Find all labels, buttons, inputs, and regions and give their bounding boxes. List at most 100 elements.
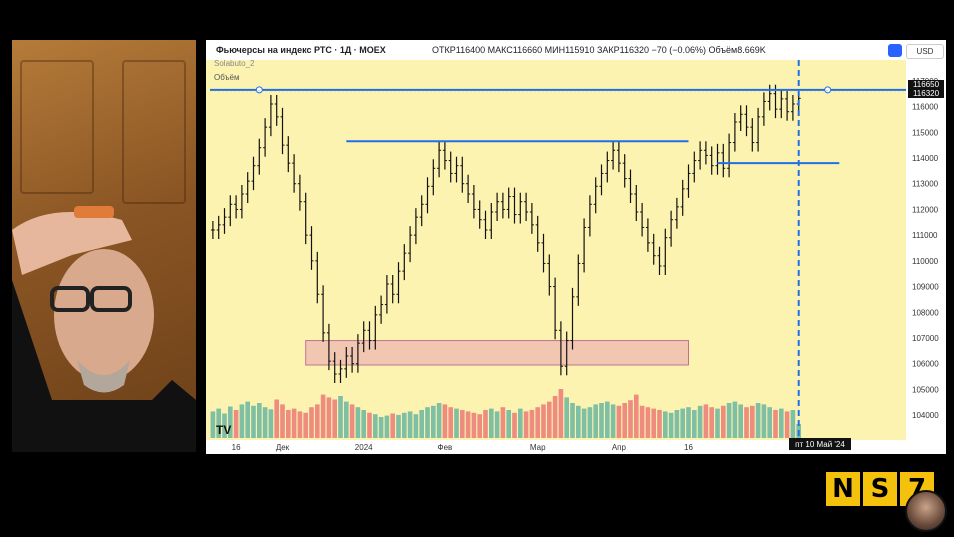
volume-bar: [686, 407, 691, 438]
volume-bar: [430, 405, 436, 438]
volume-bar: [367, 412, 372, 438]
volume-bar: [639, 405, 645, 438]
volume-bar: [251, 405, 256, 438]
line-handle: [824, 86, 832, 94]
volume-bar: [767, 407, 773, 438]
volume-bar: [454, 408, 459, 438]
volume-bar: [744, 407, 749, 438]
symbol-title[interactable]: Фьючерсы на индекс РТС · 1Д · MOEX: [216, 45, 386, 55]
volume-bar: [274, 399, 280, 438]
volume-bar: [622, 403, 628, 438]
time-axis-label: Мар: [530, 443, 546, 452]
volume-bar: [599, 403, 604, 438]
volume-bar: [483, 410, 488, 438]
volume-bar: [343, 401, 349, 438]
volume-bar: [773, 410, 778, 438]
volume-bar: [546, 401, 552, 438]
time-axis-label: 16: [684, 443, 693, 452]
volume-bar: [749, 405, 755, 438]
price-axis-label: 109000: [912, 283, 939, 292]
price-axis-label: 105000: [912, 385, 939, 394]
volume-bar: [651, 408, 657, 438]
volume-bar: [222, 413, 227, 438]
volume-bar: [726, 403, 732, 438]
time-axis-panel: [206, 440, 906, 454]
volume-bar: [564, 397, 570, 438]
volume-bar: [535, 407, 541, 438]
logo-letter: N: [826, 472, 860, 506]
volume-bar: [703, 404, 709, 438]
volume-bar: [361, 410, 367, 438]
indicator-label[interactable]: Solabuto_2: [214, 59, 255, 68]
price-axis-label: 116000: [912, 103, 939, 112]
volume-bar: [755, 403, 761, 438]
price-axis-panel: [906, 60, 946, 454]
volume-bar: [419, 410, 425, 438]
volume-bar: [413, 414, 419, 438]
volume-bar: [285, 410, 291, 438]
presenter-silhouette: [12, 206, 196, 452]
logo-letter: S: [863, 472, 897, 506]
volume-bar: [645, 407, 651, 438]
webcam-panel: [12, 40, 196, 452]
chart-header: Фьючерсы на индекс РТС · 1Д · MOEX ОТКР1…: [206, 40, 946, 82]
volume-bar: [448, 407, 454, 438]
volume-bar: [442, 404, 448, 438]
volume-bar: [720, 405, 726, 438]
currency-select[interactable]: USD: [906, 44, 944, 59]
volume-bar: [558, 389, 564, 438]
price-axis-label: 113000: [912, 180, 939, 189]
volume-bar: [691, 410, 697, 438]
volume-bar: [500, 407, 506, 438]
volume-bar: [529, 410, 535, 438]
volume-bar: [541, 404, 546, 438]
time-axis-label: Фев: [438, 443, 453, 452]
volume-bar: [233, 410, 239, 438]
volume-bar: [291, 408, 297, 438]
chart-window[interactable]: 1170001160001150001140001130001120001110…: [206, 40, 946, 454]
price-axis-label: 111000: [912, 231, 938, 240]
price-chart[interactable]: 1170001160001150001140001130001120001110…: [206, 40, 946, 454]
price-axis-label: 106000: [912, 360, 939, 369]
volume-bar: [697, 405, 703, 438]
price-axis-label: 107000: [912, 334, 939, 343]
volume-bar: [593, 404, 599, 438]
volume-bar: [384, 415, 390, 438]
volume-bar: [355, 407, 361, 438]
volume-bar: [616, 405, 622, 438]
volume-bar: [465, 411, 471, 438]
volume-bar: [709, 407, 715, 438]
volume-bar: [610, 404, 616, 438]
volume-bar: [459, 410, 465, 438]
ohlc-readout: ОТКР116400 МАКС116660 МИН115910 ЗАКР1163…: [432, 45, 766, 55]
volume-bar: [378, 417, 384, 438]
volume-bar: [407, 411, 413, 438]
price-axis-label: 104000: [912, 411, 939, 420]
volume-bar: [633, 394, 639, 438]
volume-bar: [662, 411, 668, 438]
volume-bar: [262, 407, 268, 438]
volume-bar: [280, 404, 285, 438]
volume-bar: [216, 408, 222, 438]
volume-bar: [425, 407, 430, 438]
volume-bar: [239, 404, 245, 438]
time-axis-label: 2024: [355, 443, 373, 452]
layout-toggle-icon[interactable]: [888, 44, 902, 57]
volume-bar: [674, 410, 680, 438]
volume-bar: [390, 413, 396, 438]
time-axis-label: Апр: [612, 443, 627, 452]
volume-bar: [494, 411, 500, 438]
volume-bar: [303, 412, 309, 438]
cabinet-door-left: [20, 60, 94, 194]
price-tag-close: 116320: [908, 89, 944, 98]
volume-bar: [738, 404, 744, 438]
crosshair-date-tag: пт 10 Май '24: [789, 438, 851, 450]
volume-bar: [628, 400, 633, 438]
volume-bar: [372, 414, 378, 438]
price-axis-label: 114000: [912, 154, 939, 163]
time-axis-label: Дек: [276, 443, 290, 452]
volume-bar: [715, 408, 720, 438]
volume-bar: [570, 403, 575, 438]
price-axis-label: 112000: [912, 205, 939, 214]
tradingview-logo-icon: TV: [216, 423, 231, 437]
